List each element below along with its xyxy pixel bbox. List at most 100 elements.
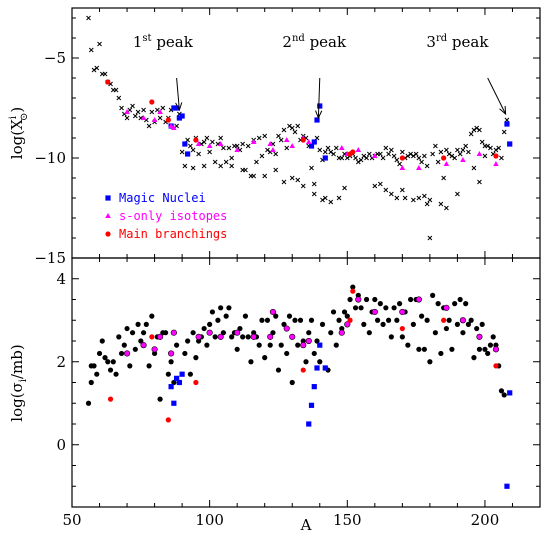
data-point	[182, 163, 188, 169]
arrow-head	[315, 110, 323, 120]
data-point	[116, 334, 122, 340]
data-point	[435, 159, 441, 165]
data-point	[408, 151, 413, 157]
data-point	[358, 305, 364, 311]
data-point	[140, 330, 147, 336]
data-point	[234, 143, 240, 149]
data-point	[102, 71, 108, 77]
top-panel: −15 −10 −5 1st peak 2nd peak 3rd peak Magic …	[8, 7, 541, 267]
data-point	[344, 321, 351, 328]
data-point	[265, 147, 270, 153]
data-point	[123, 350, 131, 357]
data-point	[289, 333, 296, 340]
data-point	[476, 346, 483, 352]
data-point	[339, 325, 345, 332]
data-point	[140, 342, 147, 349]
data-point	[427, 235, 433, 241]
data-point	[399, 165, 406, 170]
data-point	[333, 145, 339, 151]
legend-label: Main branchings	[119, 227, 227, 241]
data-point	[303, 359, 309, 365]
data-point	[88, 379, 94, 386]
data-point	[176, 115, 182, 121]
data-point	[174, 105, 180, 111]
data-point	[476, 151, 483, 156]
data-point	[212, 159, 218, 165]
data-point	[287, 123, 292, 129]
data-point	[344, 313, 350, 319]
data-point	[314, 135, 320, 141]
data-point	[273, 313, 279, 319]
data-point	[438, 149, 444, 155]
data-point	[221, 145, 226, 151]
data-point	[479, 139, 485, 145]
data-point	[350, 284, 356, 290]
data-point	[234, 147, 240, 152]
x-axis-title: A	[300, 516, 312, 534]
data-point	[405, 342, 411, 348]
data-point	[468, 131, 474, 137]
data-point	[449, 346, 455, 352]
data-point	[466, 149, 471, 155]
data-point	[306, 330, 312, 336]
x-tick-label: 100	[195, 511, 224, 529]
data-point	[250, 333, 257, 340]
data-point	[193, 355, 199, 361]
y-tick-label: −15	[34, 249, 66, 267]
data-point	[507, 390, 513, 396]
legend-marker	[105, 213, 111, 218]
data-point	[289, 143, 296, 148]
data-point	[507, 141, 513, 147]
data-point	[353, 155, 358, 161]
data-point	[209, 309, 215, 315]
data-point	[377, 181, 383, 187]
data-point	[446, 317, 452, 323]
data-point	[468, 317, 474, 323]
data-point	[441, 175, 447, 181]
data-point	[388, 191, 394, 197]
data-point	[377, 301, 383, 307]
data-point	[85, 400, 92, 406]
data-point	[278, 342, 284, 348]
peak-arrow	[487, 77, 507, 115]
data-point	[422, 193, 427, 199]
peak-label: 2nd peak	[282, 33, 347, 51]
data-point	[174, 342, 180, 348]
data-point	[196, 338, 202, 344]
data-point	[308, 143, 315, 149]
data-point	[220, 330, 227, 336]
data-point	[124, 115, 130, 121]
data-point	[372, 183, 378, 189]
data-point	[116, 95, 122, 101]
data-point	[135, 109, 141, 115]
data-point	[405, 153, 411, 159]
data-point	[218, 305, 224, 311]
data-point	[311, 181, 317, 187]
data-point	[383, 305, 389, 311]
data-point	[311, 350, 317, 357]
data-point	[446, 151, 452, 157]
x-tick-label: 50	[62, 511, 81, 529]
data-point	[127, 107, 133, 113]
data-point	[498, 388, 505, 394]
data-point	[463, 301, 469, 307]
data-point	[336, 317, 342, 323]
bottom-marks	[85, 284, 513, 489]
data-point	[496, 145, 502, 151]
data-point	[504, 483, 510, 489]
data-point	[300, 367, 306, 373]
data-point	[119, 105, 124, 111]
data-point	[281, 127, 287, 133]
data-point	[413, 151, 419, 157]
data-point	[251, 330, 257, 336]
data-point	[490, 334, 496, 340]
data-point	[394, 317, 400, 323]
data-point	[269, 308, 277, 316]
data-point	[364, 155, 369, 161]
data-point	[476, 333, 483, 340]
bottom-y-axis-title: log(σi/mb)	[8, 344, 29, 421]
data-point	[386, 151, 391, 157]
data-point	[457, 151, 463, 157]
data-point	[305, 337, 312, 345]
data-point	[300, 137, 306, 143]
